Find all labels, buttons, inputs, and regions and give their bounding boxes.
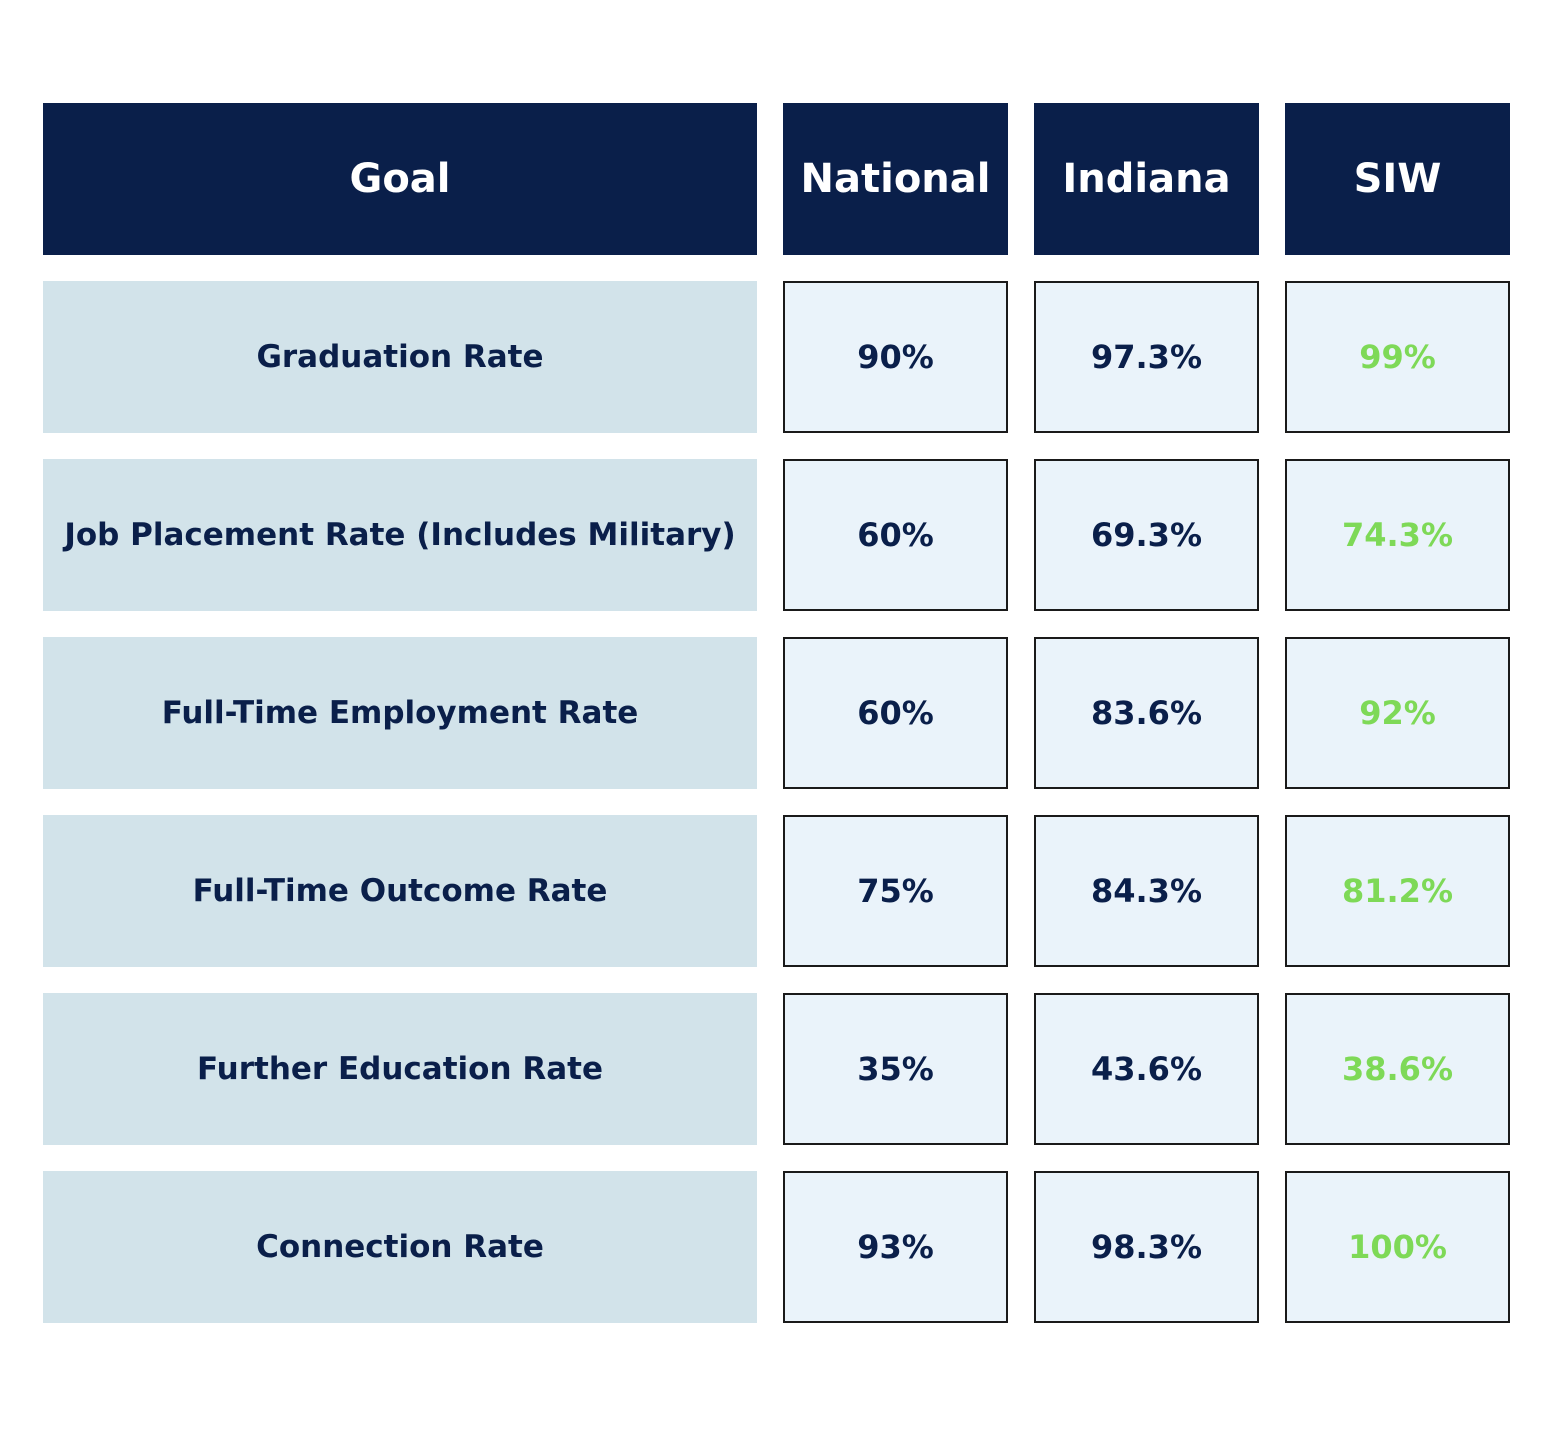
siw-value: 81.2% — [1285, 815, 1510, 967]
national-value: 90% — [783, 281, 1008, 433]
indiana-value: 84.3% — [1034, 815, 1259, 967]
header-goal: Goal — [43, 103, 757, 255]
goal-label: Full-Time Employment Rate — [43, 637, 757, 789]
indiana-value: 43.6% — [1034, 993, 1259, 1145]
siw-value: 38.6% — [1285, 993, 1510, 1145]
indiana-value: 83.6% — [1034, 637, 1259, 789]
national-value: 93% — [783, 1171, 1008, 1323]
goal-label: Further Education Rate — [43, 993, 757, 1145]
goal-label: Full-Time Outcome Rate — [43, 815, 757, 967]
national-value: 75% — [783, 815, 1008, 967]
siw-value: 100% — [1285, 1171, 1510, 1323]
indiana-value: 97.3% — [1034, 281, 1259, 433]
goal-label: Job Placement Rate (Includes Military) — [43, 459, 757, 611]
siw-value: 99% — [1285, 281, 1510, 433]
siw-value: 74.3% — [1285, 459, 1510, 611]
goal-label: Connection Rate — [43, 1171, 757, 1323]
national-value: 60% — [783, 459, 1008, 611]
outcomes-table: Goal National Indiana SIW Graduation Rat… — [43, 103, 1510, 1323]
indiana-value: 69.3% — [1034, 459, 1259, 611]
header-national: National — [783, 103, 1008, 255]
national-value: 60% — [783, 637, 1008, 789]
header-siw: SIW — [1285, 103, 1510, 255]
indiana-value: 98.3% — [1034, 1171, 1259, 1323]
goal-label: Graduation Rate — [43, 281, 757, 433]
national-value: 35% — [783, 993, 1008, 1145]
siw-value: 92% — [1285, 637, 1510, 789]
header-indiana: Indiana — [1034, 103, 1259, 255]
